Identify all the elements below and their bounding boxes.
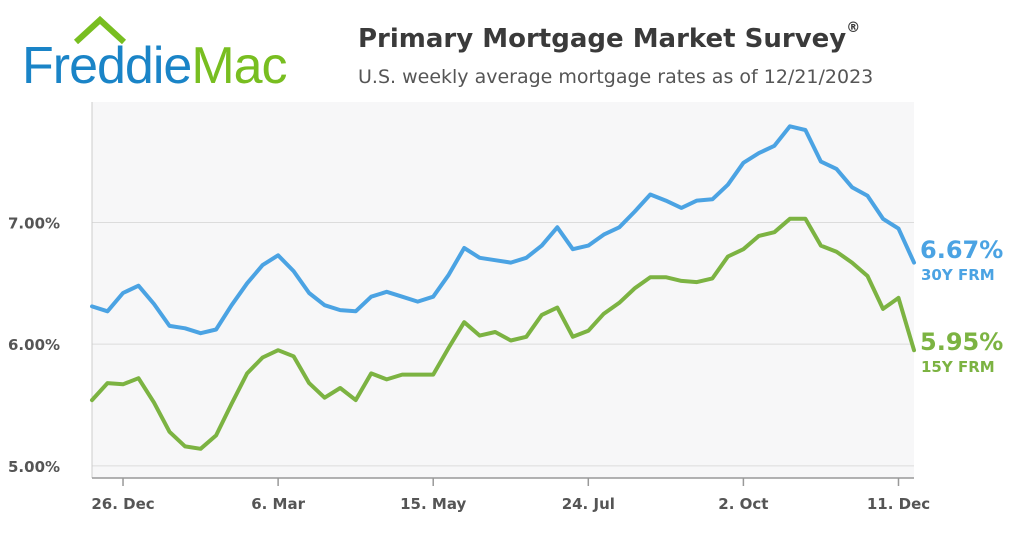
y-tick-label: 5.00%	[8, 458, 60, 476]
x-tick-label: 2. Oct	[718, 495, 768, 513]
house-roof-icon	[73, 15, 127, 44]
y-tick-label: 7.00%	[8, 214, 60, 232]
chart-subtitle: U.S. weekly average mortgage rates as of…	[358, 66, 874, 88]
x-tick-label: 24. Jul	[562, 495, 615, 513]
series-line-30y-frm	[90, 124, 916, 336]
series-name-label: 30Y FRM	[921, 266, 995, 284]
plot-background	[92, 102, 914, 478]
last-value-label: 5.95%	[920, 328, 1003, 356]
x-tick-label: 11. Dec	[867, 495, 930, 513]
x-tick-label: 6. Mar	[251, 495, 305, 513]
last-value-label: 6.67%	[920, 236, 1003, 264]
registered-mark: ®	[846, 20, 861, 36]
chart-title: Primary Mortgage Market Survey®	[358, 20, 861, 54]
logo-wordmark: FreddieMac	[22, 37, 288, 95]
series-name-label: 15Y FRM	[921, 358, 995, 376]
x-tick-label: 26. Dec	[91, 495, 154, 513]
y-tick-label: 6.00%	[8, 336, 60, 354]
x-tick-label: 15. May	[400, 495, 466, 513]
freddie-mac-logo: FreddieMac	[22, 14, 332, 95]
series-line-15y-frm	[90, 216, 916, 451]
